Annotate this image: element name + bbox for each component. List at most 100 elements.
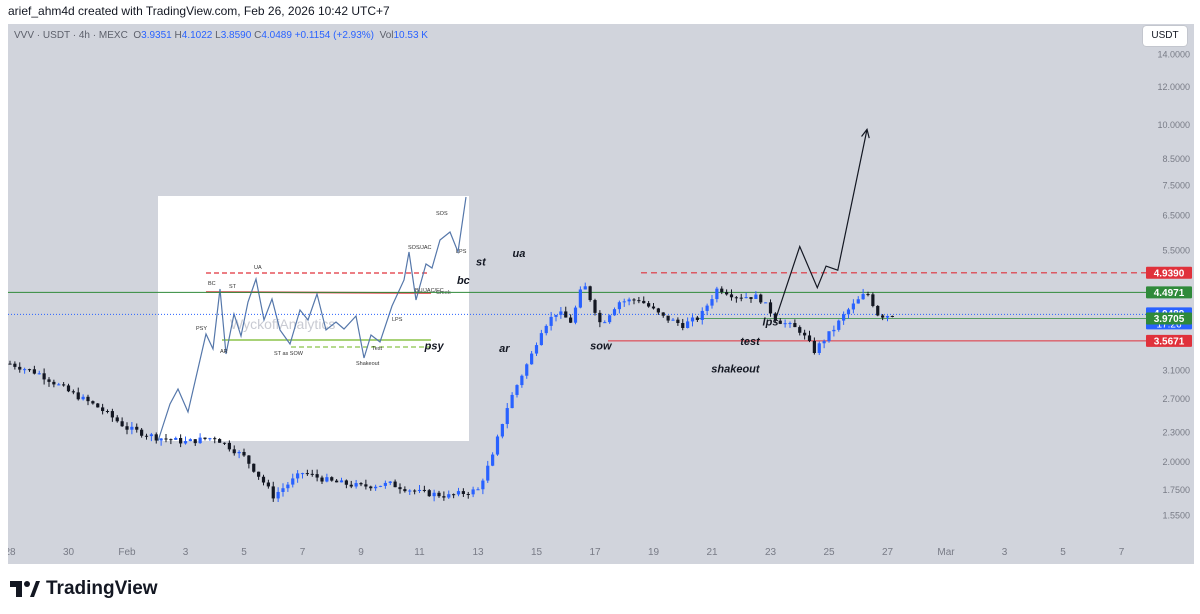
wyckoff-schematic-inset: WyckoffAnalytics SOS SOS/JAC LPS BU/JAC/ECCr… [157,196,469,442]
candle-body [135,426,139,430]
candle-body [378,485,383,487]
low-value: 3.8590 [220,30,252,41]
candle-body [198,437,202,444]
candle-body [686,321,690,328]
time-tick-label: 9 [358,547,364,558]
wyckoff-label-st: st [476,256,487,268]
low-label: L [215,30,221,41]
candle-body [846,309,851,315]
candle-body [539,333,543,346]
candle-body [354,483,358,487]
candle-body [495,436,500,455]
candle-body [115,417,119,422]
candle-body [530,353,534,365]
candle-body [661,312,665,316]
time-tick-label: 28 [8,547,16,558]
tradingview-logo-icon [10,581,40,597]
inset-label: AR [220,349,228,355]
candle-body [13,363,17,367]
candle-body [305,473,309,475]
candle-body [442,496,446,498]
candle-body [125,426,129,430]
candle-body [851,303,855,310]
inset-label: ST as SOW [274,351,304,357]
candle-body [291,478,295,485]
candle-body [18,366,22,370]
price-axis[interactable]: 14.0000 12.0000 10.0000 8.5000 7.5000 6.5000 5… [1146,24,1194,564]
candle-body [856,299,860,304]
candle-body [383,482,387,486]
candle-body [281,488,285,492]
candle-body [96,403,100,408]
high-label: H [174,30,182,41]
candle-body [140,429,144,436]
candle-body [510,394,514,409]
candle-body [534,345,539,354]
price-label-creek: 3.9705 [1154,314,1185,325]
wyckoff-label-psy: psy [424,341,445,353]
candle-body [569,317,573,323]
open-value: 3.9351 [141,30,172,41]
candle-body [573,307,578,323]
candle-body [700,310,704,320]
candle-body [690,317,695,322]
candle-body [559,311,563,315]
time-tick-label: 13 [472,547,484,558]
candle-body [422,489,426,491]
candle-body [417,489,422,491]
candle-body [588,286,592,301]
price-tick-label: 10.0000 [1157,120,1190,130]
candle-body [476,489,480,491]
candle-body [500,424,504,437]
candle-body [822,341,826,344]
price-tick-label: 2.0000 [1162,457,1190,467]
candle-body [213,438,217,440]
candle-body [837,320,841,330]
candle-body [222,442,227,444]
inset-price-path [157,196,467,442]
candle-body [101,407,105,412]
candle-body [86,396,90,402]
candle-body [398,487,402,490]
candle-body [364,484,368,487]
time-tick-label: 19 [648,547,660,558]
candle-body [339,480,344,483]
price-label-box [1146,266,1192,279]
candle-body [71,391,75,393]
currency-button[interactable]: USDT [1143,26,1187,46]
candle-body [710,299,714,306]
candle-body [515,385,519,395]
candle-body [739,297,743,299]
inset-label: SOS/JAC [408,245,432,251]
candle-body [23,369,27,371]
candle-body [27,369,32,371]
candle-body [729,294,734,298]
candle-body [325,477,329,482]
inset-label: LPS [456,249,467,255]
author-line: arief_ahm4d created with TradingView.com… [8,4,390,18]
price-tick-label: 12.0000 [1157,82,1190,92]
candle-body [773,313,777,321]
candle-body [427,490,431,497]
chart-pane[interactable]: 28 30 Feb 3 5 7 9 11 13 15 17 19 21 23 25 27 Mar 3 5 7 Wycko… [8,24,1146,564]
symbol-sep: · [92,30,97,41]
candle-body [866,294,870,296]
price-tick-label: 2.7000 [1162,394,1190,404]
inset-background [158,196,469,441]
candle-body [632,299,636,301]
time-tick-label: 7 [300,547,306,558]
candle-body [149,434,153,437]
chart-svg[interactable]: 28 30 Feb 3 5 7 9 11 13 15 17 19 21 23 25 27 Mar 3 5 7 Wycko… [8,24,1146,564]
candle-body [744,297,748,299]
candle-body [203,437,207,439]
inset-label: Creek [436,290,451,296]
price-label-countdown: 17:26 [1156,319,1181,330]
candle-body [218,439,222,443]
candle-body [169,439,173,441]
exchange: MEXC [98,30,128,41]
candle-body [842,314,846,321]
price-tick-label: 2.3000 [1162,428,1190,438]
projection-path [775,129,868,318]
candle-body [564,311,568,318]
price-tick-label: 3.1000 [1162,365,1190,375]
